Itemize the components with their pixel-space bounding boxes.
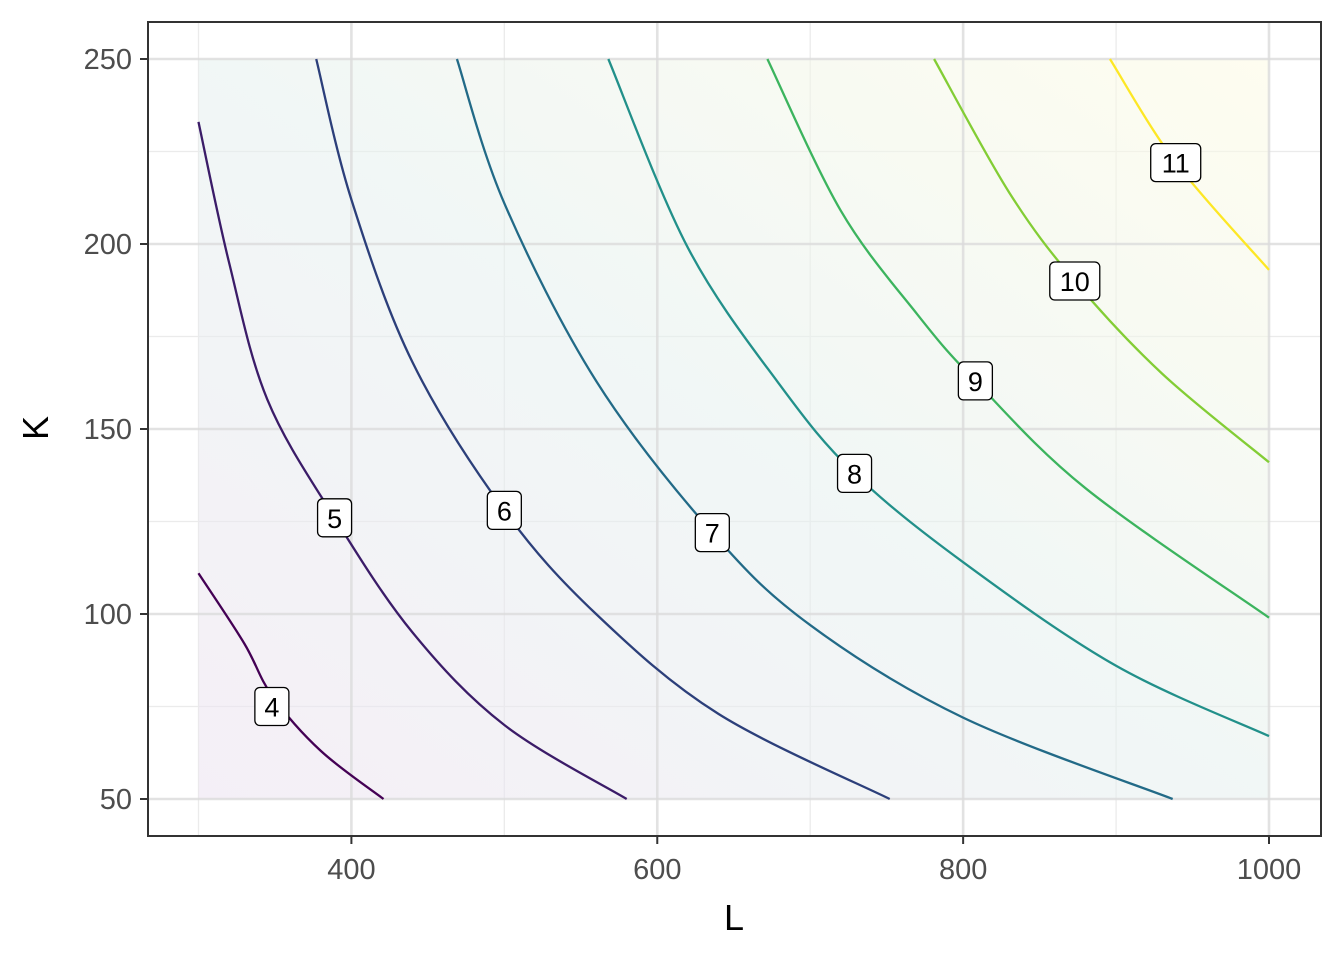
contour-label-box — [836, 453, 873, 494]
x-axis: 400 600 800 1000 — [327, 836, 1301, 886]
contour-label-4: 4 — [254, 686, 290, 727]
contour-label-text: 10 — [1060, 267, 1090, 297]
y-tick-label: 100 — [84, 599, 132, 631]
contour-label-7: 7 — [694, 512, 730, 553]
contour-label-10: 10 — [1049, 261, 1101, 301]
y-axis: 50 100 150 200 250 — [84, 44, 148, 816]
y-tick-label: 250 — [84, 44, 132, 76]
contour-label-text: 6 — [497, 496, 512, 526]
contour-label-box — [486, 490, 522, 531]
contour-label-9: 9 — [957, 361, 994, 401]
y-tick-label: 150 — [84, 414, 132, 446]
contour-label-box — [694, 512, 730, 553]
y-tick-label: 200 — [84, 229, 132, 261]
contour-label-box — [1049, 261, 1101, 301]
contour-label-text: 11 — [1162, 149, 1190, 179]
contour-label-text: 7 — [705, 519, 720, 549]
y-tick-label: 50 — [100, 784, 132, 816]
contour-label-box — [254, 686, 290, 727]
contour-label-11: 11 — [1150, 142, 1202, 183]
x-axis-title: L — [724, 897, 744, 938]
contour-label-box — [957, 361, 994, 401]
contour-label-text: 4 — [264, 693, 279, 723]
contour-label-6: 6 — [486, 490, 522, 531]
contour-label-box — [316, 498, 353, 538]
contour-label-text: 5 — [327, 504, 342, 534]
x-tick-label: 600 — [633, 854, 681, 886]
x-tick-label: 400 — [327, 854, 375, 886]
x-tick-label: 800 — [939, 854, 987, 886]
contour-line-9 — [766, 58, 1270, 619]
contour-label-5: 5 — [316, 498, 353, 538]
major-gridlines — [148, 22, 1321, 836]
x-tick-label: 1000 — [1237, 854, 1302, 886]
contour-labels: 4 5 6 7 8 9 10 11 — [254, 142, 1202, 727]
contour-label-text: 8 — [847, 459, 862, 489]
contour-label-box — [1150, 142, 1202, 183]
y-axis-title: K — [15, 416, 56, 440]
contour-label-8: 8 — [836, 453, 873, 494]
contour-label-text: 9 — [968, 367, 983, 397]
